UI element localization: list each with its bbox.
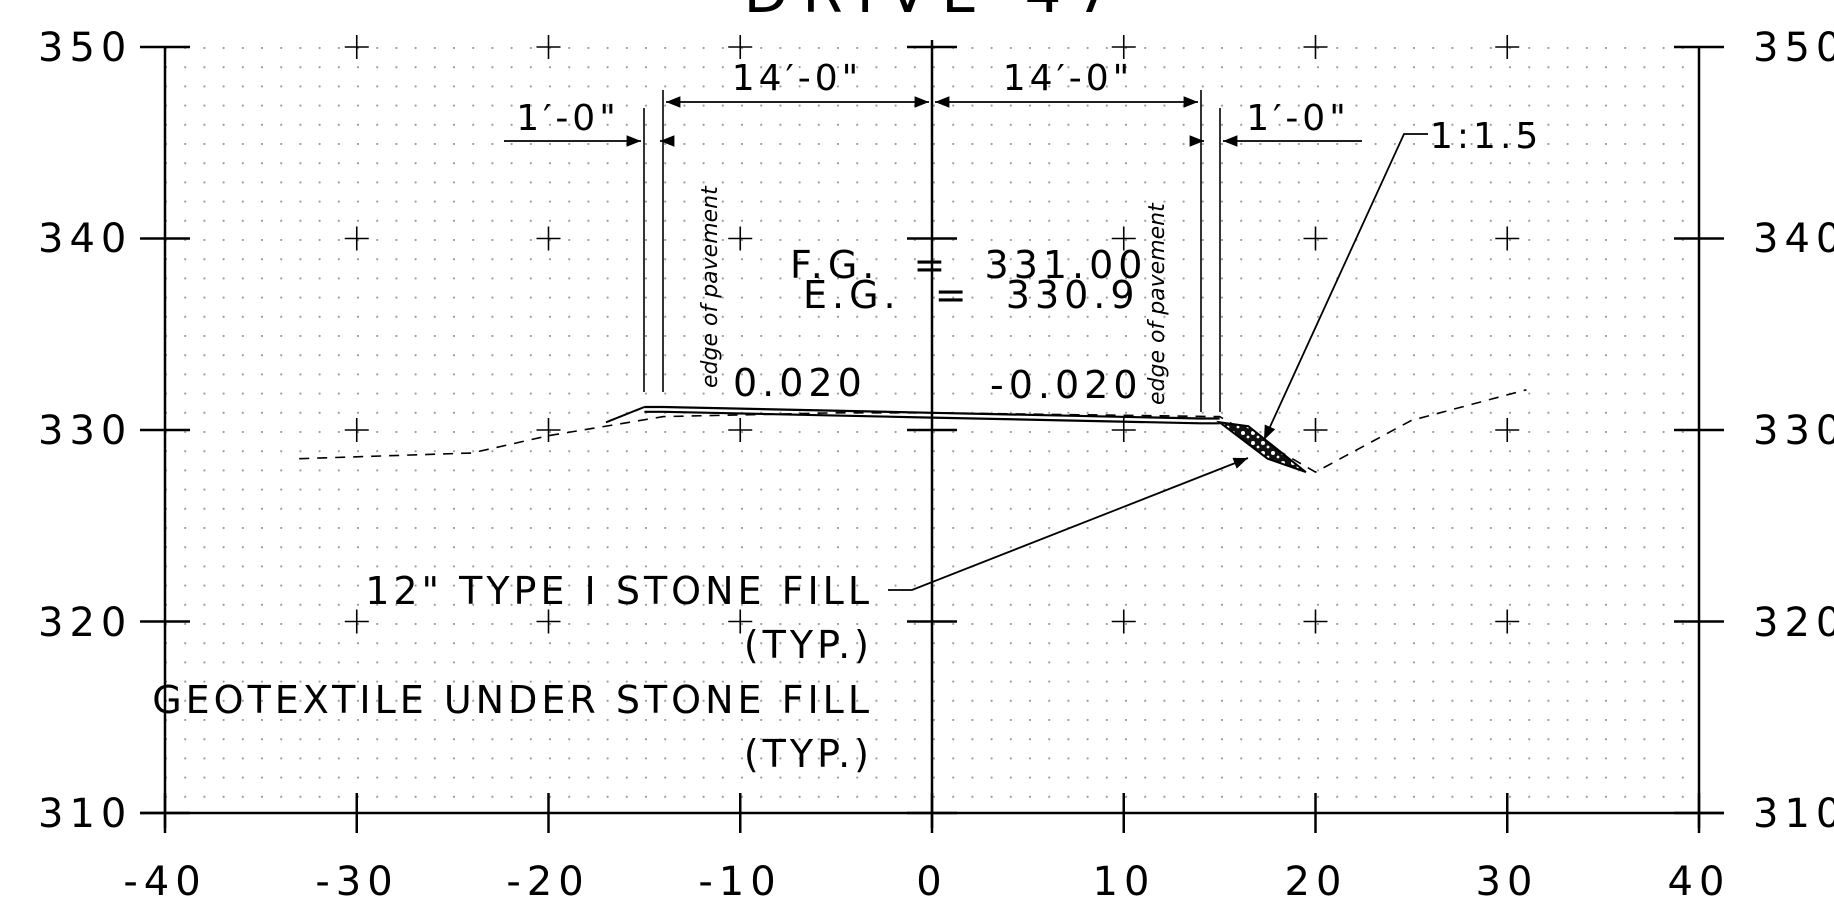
grid-crosses [344, 35, 1520, 634]
x-tick-label: -20 [506, 859, 589, 901]
y-tick-label-right: 310 [1753, 791, 1834, 837]
grid-cross [344, 418, 369, 442]
grid-cross [344, 226, 369, 251]
y-axis-right-tick-labels: 350 340 330 320 310 [1753, 25, 1834, 837]
grid-cross [1111, 226, 1136, 251]
side-slope-callout: 1:1.5 [1263, 116, 1542, 441]
grid-cross [536, 418, 561, 442]
x-axis-tick-labels: -40 -30 -20 -10 0 10 20 30 40 [123, 859, 1731, 901]
stone-fill-area [1215, 420, 1307, 474]
grid-cross [344, 35, 369, 59]
existing-grade-elevation: E.G. = 330.9 [803, 273, 1140, 317]
y-tick-label-left: 340 [38, 216, 132, 262]
side-slope-label: 1:1.5 [1430, 116, 1542, 157]
y-tick-label-right: 340 [1753, 216, 1834, 262]
grid-cross [728, 609, 753, 634]
y-tick-label-right: 330 [1753, 408, 1834, 454]
y-tick-label-right: 350 [1753, 25, 1834, 71]
x-tick-label: -10 [698, 859, 781, 901]
grid-cross [728, 226, 753, 251]
grid-cross [1495, 226, 1520, 251]
grid-cross [1495, 609, 1520, 634]
grid-cross [536, 609, 561, 634]
pavement-bottom-line [644, 410, 1220, 425]
y-tick-label-left: 350 [38, 25, 132, 71]
grid-cross [728, 35, 753, 59]
x-tick-label: 30 [1476, 859, 1539, 901]
x-tick-label: 10 [1093, 859, 1156, 901]
edge-of-pavement-label-right: edge of pavement [1145, 202, 1170, 405]
finished-grade-line [644, 405, 1220, 420]
x-tick-label: 0 [916, 859, 947, 901]
grid-cross [1495, 35, 1520, 59]
grid-cross [1303, 226, 1328, 251]
stone-fill-typ-note: (TYP.) [744, 623, 873, 667]
x-tick-label: -40 [123, 859, 206, 901]
grid-cross [1111, 609, 1136, 634]
y-axis-left-tick-labels: 350 340 330 320 310 [38, 25, 132, 837]
y-tick-label-left: 320 [38, 600, 132, 646]
geotextile-note: GEOTEXTILE UNDER STONE FILL [152, 678, 873, 722]
stone-fill-note: 12" TYPE I STONE FILL [365, 569, 873, 613]
cross-slope-left: 0.020 [733, 361, 867, 405]
grid-cross [536, 35, 561, 59]
y-tick-label-left: 310 [38, 791, 132, 837]
dimension-shoulder-left: 1′-0" [516, 98, 620, 139]
grid-cross [1111, 35, 1136, 59]
x-tick-label: 20 [1285, 859, 1348, 901]
finished-grade-elevation: F.G. = 331.00 [790, 243, 1147, 287]
grid-cross [728, 418, 753, 442]
dimension-lines [504, 96, 1362, 147]
geotextile-typ-note: (TYP.) [744, 732, 873, 776]
grid-cross [536, 226, 561, 251]
dimension-lane-right: 14′-0" [1003, 58, 1133, 99]
grid-cross [1303, 609, 1328, 634]
cross-slope-right: -0.020 [990, 363, 1143, 407]
drawing-title: DRIVE 47 [744, 0, 1127, 26]
grid-cross [344, 609, 369, 634]
axis-ticks [140, 45, 1724, 833]
edge-of-pavement-label-left: edge of pavement [698, 185, 723, 388]
x-tick-label: 40 [1668, 859, 1731, 901]
left-shoulder-line [605, 406, 645, 424]
grid-cross [1303, 418, 1328, 442]
existing-ground-line [299, 389, 1527, 474]
dimension-lane-left: 14′-0" [732, 58, 862, 99]
section-profile [299, 389, 1527, 474]
dimension-shoulder-right: 1′-0" [1246, 98, 1350, 139]
y-tick-label-left: 330 [38, 408, 132, 454]
grid-cross [1303, 35, 1328, 59]
stone-fill-callout [888, 457, 1249, 591]
x-tick-label: -30 [315, 859, 398, 901]
y-tick-label-right: 320 [1753, 600, 1834, 646]
grid-cross [1495, 418, 1520, 442]
